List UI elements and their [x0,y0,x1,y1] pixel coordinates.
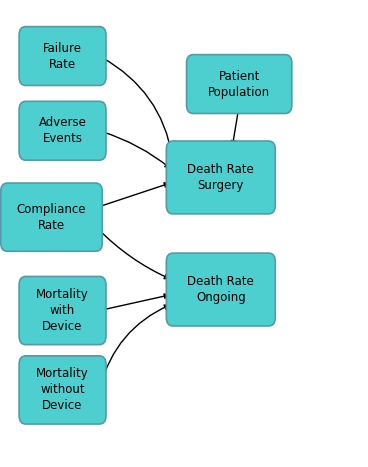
Text: Mortality
without
Device: Mortality without Device [36,368,89,412]
Text: Death Rate
Surgery: Death Rate Surgery [187,163,254,192]
FancyBboxPatch shape [19,27,106,85]
FancyBboxPatch shape [187,55,292,113]
FancyBboxPatch shape [19,356,106,424]
FancyBboxPatch shape [166,141,275,214]
Text: Compliance
Rate: Compliance Rate [17,203,86,232]
FancyBboxPatch shape [1,183,102,251]
Text: Mortality
with
Device: Mortality with Device [36,288,89,333]
Text: Death Rate
Ongoing: Death Rate Ongoing [187,275,254,304]
FancyBboxPatch shape [19,101,106,160]
Text: Failure
Rate: Failure Rate [43,42,82,71]
Text: Adverse
Events: Adverse Events [39,116,86,145]
Text: Patient
Population: Patient Population [208,70,270,99]
FancyBboxPatch shape [19,276,106,345]
FancyBboxPatch shape [166,253,275,326]
